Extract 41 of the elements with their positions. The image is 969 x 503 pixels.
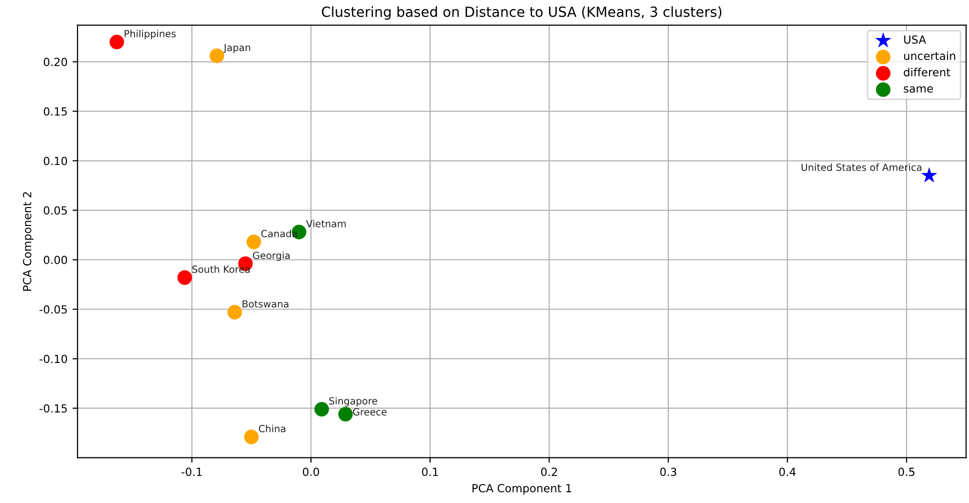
- x-tick-label: 0.3: [660, 468, 676, 476]
- annotation: Greece: [353, 408, 387, 416]
- point: [244, 430, 259, 444]
- point: [246, 234, 262, 250]
- y-tick-label: 0.15: [44, 107, 67, 116]
- point: [227, 304, 242, 320]
- point: [314, 402, 329, 417]
- annotation: China: [258, 424, 286, 432]
- x-axis-title: PCA Component 1: [472, 484, 572, 495]
- annotation: United States of America: [802, 163, 922, 171]
- y-tick-label: -0.15: [40, 404, 67, 413]
- annotation: Philippines: [124, 30, 176, 40]
- point: [338, 406, 353, 422]
- y-tick-label: -0.10: [40, 354, 68, 364]
- y-axis-title: PCA Component 2: [22, 192, 34, 291]
- chart-title: Clustering based on Distance to USA (KMeans, 3 clusters): [322, 6, 722, 20]
- annotation: Botswana: [242, 300, 288, 308]
- legend-label: same: [904, 86, 933, 93]
- point: [210, 48, 224, 64]
- x-tick-label: -0.1: [182, 468, 202, 476]
- x-tick-label: 0.1: [422, 468, 438, 476]
- annotation: Japan: [223, 44, 250, 54]
- legend-label: uncertain: [904, 51, 956, 60]
- point: [921, 167, 938, 182]
- annotation: Vietnam: [306, 220, 346, 228]
- y-tick-label: 0.00: [44, 256, 68, 264]
- annotation: South Korea: [192, 265, 250, 273]
- annotation: Singapore: [329, 397, 378, 406]
- x-tick-label: 0.2: [541, 468, 557, 476]
- point: [110, 34, 124, 50]
- legend-label: USA: [904, 35, 926, 44]
- x-tick-label: 0.4: [779, 468, 796, 476]
- legend-label: different: [904, 68, 950, 76]
- y-tick-label: 0.10: [44, 156, 68, 166]
- x-tick-label: 0.0: [302, 468, 320, 476]
- point: [177, 270, 192, 285]
- annotation: Georgia: [252, 252, 290, 261]
- x-tick-label: 0.5: [898, 468, 914, 476]
- y-tick-label: 0.05: [44, 206, 67, 215]
- y-tick-label: 0.20: [44, 58, 68, 66]
- y-tick-label: -0.05: [40, 305, 67, 314]
